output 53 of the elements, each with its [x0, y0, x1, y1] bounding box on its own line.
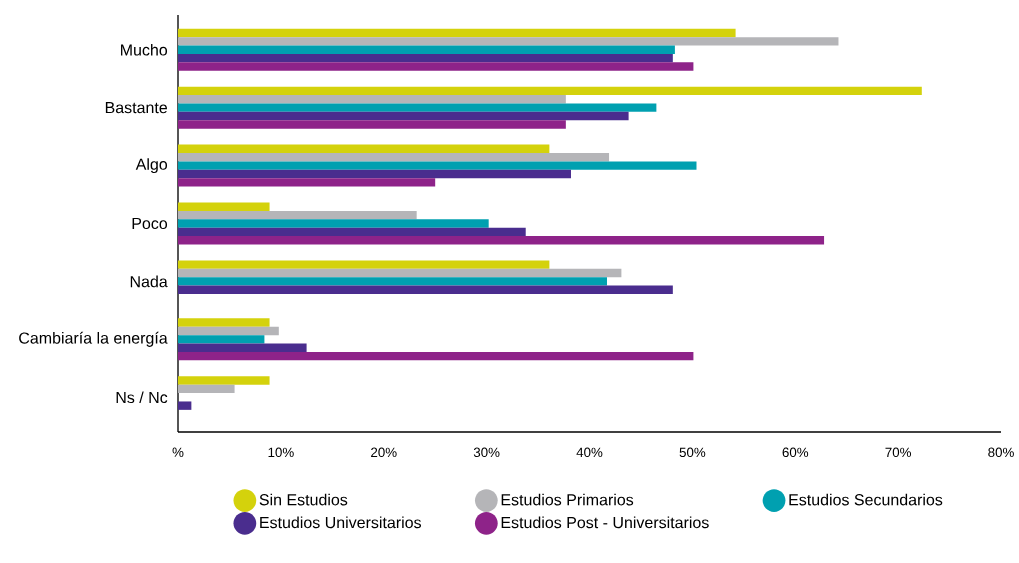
bar [178, 335, 265, 344]
bar [178, 62, 694, 71]
x-tick-label: 70% [885, 447, 912, 458]
bar [178, 169, 571, 179]
bar [178, 210, 417, 220]
x-tick-label: 30% [473, 447, 500, 458]
bar [178, 326, 279, 336]
y-tick-label: Cambiaría la energía [19, 331, 168, 347]
bar [178, 236, 825, 245]
x-tick-label: 80% [988, 447, 1014, 458]
bar [178, 37, 839, 46]
legend-label: Estudios Post - Universitarios [501, 516, 709, 529]
x-tick-label: 40% [576, 447, 603, 458]
bar [178, 202, 270, 211]
bar [178, 86, 922, 96]
bar [178, 103, 657, 112]
x-tick-label: 60% [782, 447, 809, 458]
y-tick-label: Poco [132, 217, 168, 230]
bar [178, 45, 675, 54]
bar [178, 343, 307, 352]
bar [178, 178, 436, 187]
bar [178, 376, 270, 385]
bar [178, 401, 192, 410]
y-tick-label: Algo [135, 158, 168, 174]
bar [178, 285, 673, 295]
bar [178, 318, 270, 327]
bar [178, 28, 736, 38]
bar [178, 351, 694, 361]
bar [178, 95, 566, 104]
bar [178, 277, 607, 286]
bar [178, 227, 526, 237]
bar [178, 260, 550, 269]
y-tick-label: Ns / Nc [116, 391, 168, 404]
x-tick-label: % [172, 447, 184, 457]
legend-label: Sin Estudios [259, 493, 348, 506]
bar [178, 144, 550, 153]
bar [178, 268, 622, 278]
bar [178, 111, 629, 121]
bar [178, 219, 489, 228]
legend-label: Estudios Secundarios [789, 493, 943, 506]
y-tick-label: Nada [130, 275, 168, 288]
bar [178, 152, 610, 162]
legend-label: Estudios Universitarios [260, 516, 422, 529]
bar [178, 161, 697, 170]
legend-label: Estudios Primarios [501, 493, 634, 506]
bar [178, 384, 235, 394]
y-tick-label: Bastante [105, 102, 168, 114]
y-tick-label: Mucho [121, 43, 168, 56]
bar [178, 120, 566, 129]
x-tick-label: 20% [371, 447, 397, 458]
bar [178, 53, 673, 63]
x-tick-label: 10% [268, 447, 294, 458]
x-tick-label: 50% [679, 447, 706, 458]
